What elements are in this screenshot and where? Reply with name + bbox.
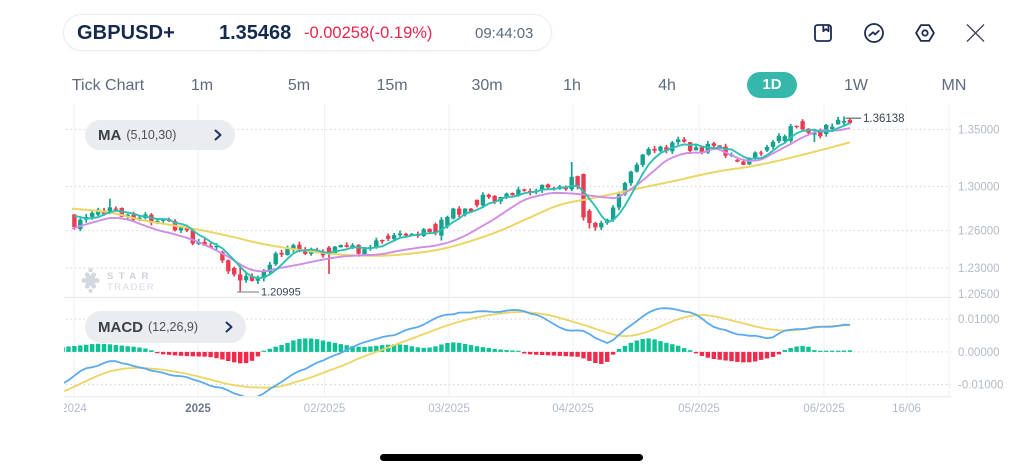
svg-text:2024: 2024 <box>61 403 87 415</box>
svg-text:TRADER: TRADER <box>107 282 155 293</box>
svg-text:04/2025: 04/2025 <box>552 403 594 415</box>
svg-text:STAR: STAR <box>107 271 154 282</box>
svg-text:-0.01000: -0.01000 <box>958 380 1003 392</box>
svg-text:0.01000: 0.01000 <box>958 314 1000 326</box>
svg-text:1.35000: 1.35000 <box>958 125 1000 137</box>
svg-text:1.30000: 1.30000 <box>958 182 1000 194</box>
svg-text:03/2025: 03/2025 <box>428 403 470 415</box>
svg-text:06/2025: 06/2025 <box>803 403 845 415</box>
svg-text:1.36138: 1.36138 <box>863 113 905 125</box>
svg-text:05/2025: 05/2025 <box>678 403 720 415</box>
svg-text:16/06: 16/06 <box>892 403 921 415</box>
svg-text:1.20995: 1.20995 <box>261 287 301 299</box>
svg-text:1.20500: 1.20500 <box>958 289 1000 301</box>
svg-text:1.23000: 1.23000 <box>958 263 1000 275</box>
svg-text:02/2025: 02/2025 <box>304 403 346 415</box>
svg-text:0.00000: 0.00000 <box>958 347 1000 359</box>
svg-text:1.26000: 1.26000 <box>958 226 1000 238</box>
svg-text:2025: 2025 <box>185 403 211 415</box>
